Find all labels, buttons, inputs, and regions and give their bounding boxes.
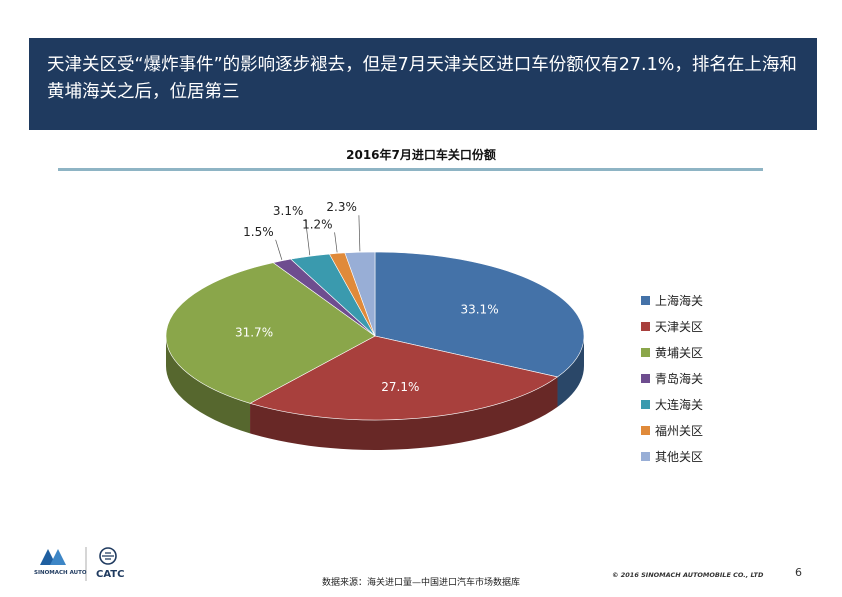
pie-slice-6 (344, 251, 376, 337)
pie-label-3: 1.5% (243, 225, 274, 239)
copyright-text: © 2016 SINOMACH AUTOMOBILE CO., LTD (612, 571, 764, 579)
legend-swatch-0 (641, 296, 650, 305)
slide-header: 天津关区受“爆炸事件”的影响逐步褪去，但是7月天津关区进口车份额仅有27.1%，… (29, 38, 817, 130)
legend-label-1: 天津关区 (655, 320, 703, 334)
pie-slice-1 (249, 335, 559, 421)
legend-swatch-2 (641, 348, 650, 357)
legend-swatch-6 (641, 452, 650, 461)
pie-label-1: 27.1% (381, 380, 419, 394)
pie-leader-5 (334, 232, 338, 253)
pie-label-0: 33.1% (460, 303, 498, 317)
title-underline (58, 168, 763, 171)
pie-leader-4 (305, 219, 311, 256)
pie-wall-0 (557, 336, 584, 407)
legend-label-5: 福州关区 (655, 423, 703, 438)
data-source-note: 数据来源：海关进口量—中国进口汽车市场数据库 (321, 578, 520, 588)
legend-swatch-1 (641, 322, 650, 331)
pie-top-slices (165, 251, 585, 421)
pie-label-2: 31.7% (235, 326, 273, 340)
legend-label-6: 其他关区 (655, 450, 703, 464)
pie-slice-0 (374, 251, 585, 378)
slide-title: 天津关区受“爆炸事件”的影响逐步褪去，但是7月天津关区进口车份额仅有27.1%，… (47, 55, 797, 102)
pie-leader-6 (358, 215, 361, 252)
pie-side-walls (166, 336, 584, 450)
pie-label-6: 2.3% (326, 200, 357, 214)
pie-label-5: 1.2% (302, 217, 333, 231)
sinomach-logo-icon (40, 547, 117, 581)
legend-swatch-3 (641, 374, 650, 383)
company-logos: SINOMACH AUTO CATC (34, 545, 144, 585)
pie-label-4: 3.1% (273, 204, 304, 218)
legend-label-2: 黄埔关区 (655, 346, 703, 360)
legend-swatch-4 (641, 400, 650, 409)
legend-label-3: 青岛海关 (655, 371, 703, 386)
pie-wall-2 (166, 336, 251, 434)
legend-swatch-5 (641, 426, 650, 435)
pie-wall-1 (250, 376, 558, 450)
chart-title: 2016年7月进口车关口份额 (346, 148, 496, 162)
pie-leader-3 (275, 239, 283, 260)
pie-slice-2 (165, 262, 376, 404)
sinomach-logo-text: SINOMACH AUTO (34, 570, 87, 576)
page-number: 6 (795, 566, 802, 579)
legend-label-4: 大连海关 (655, 397, 703, 412)
legend-label-0: 上海海关 (655, 293, 703, 308)
pie-labels: 33.1% 27.1% 31.7% 1.5% 3.1%1.2% 2.3% (235, 200, 499, 394)
catc-logo-text: CATC (96, 569, 125, 580)
